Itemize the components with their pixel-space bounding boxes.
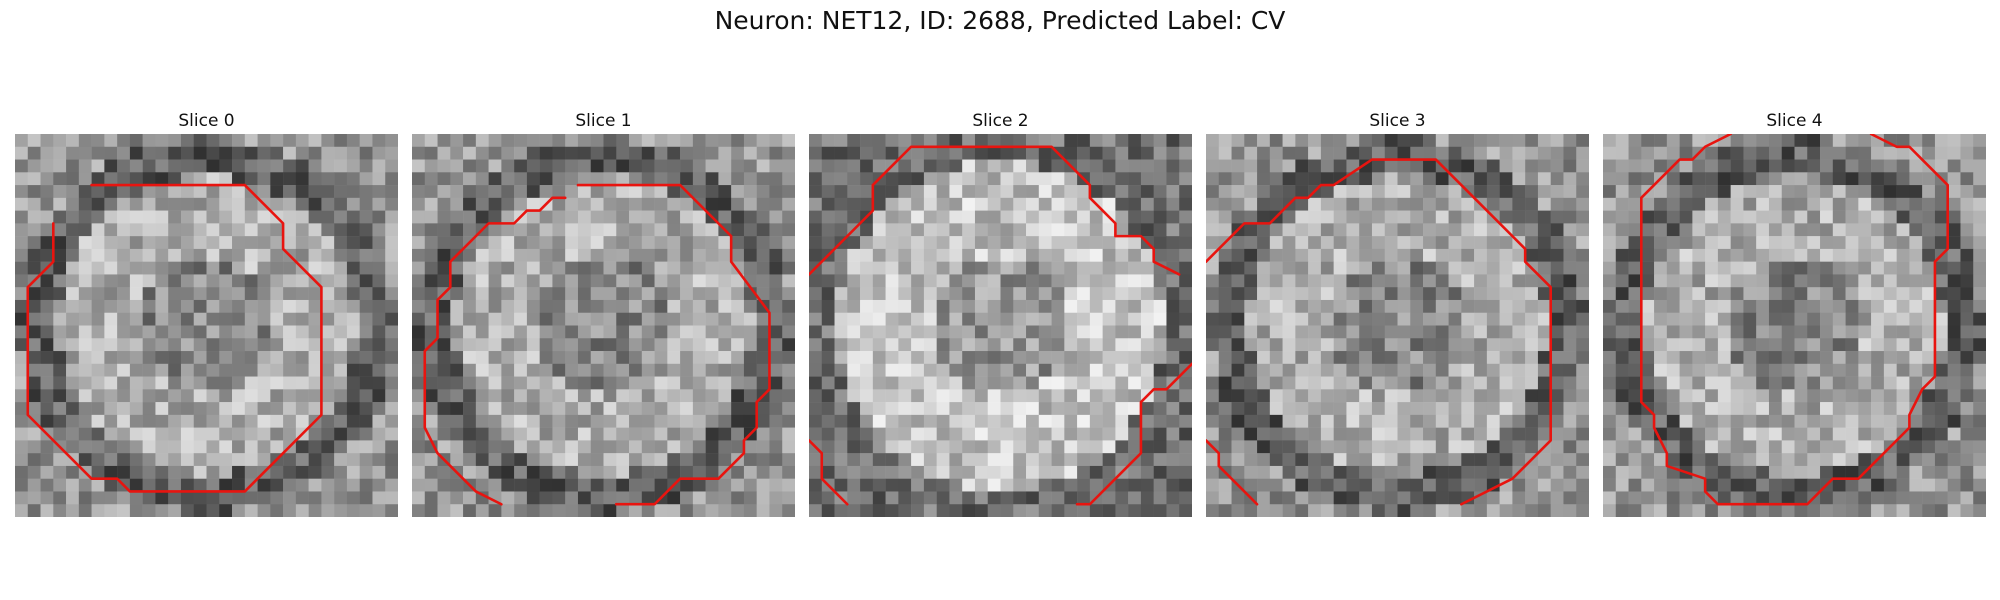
slice-panel-4: Slice 4	[1603, 110, 1986, 517]
segmentation-contour	[809, 147, 1179, 275]
slice-title: Slice 4	[1766, 111, 1823, 131]
pixel-grid	[15, 134, 398, 517]
slice-title: Slice 1	[575, 111, 632, 131]
segmentation-contour	[1641, 134, 1947, 504]
slice-panel-1: Slice 1	[412, 110, 795, 517]
segmentation-contour	[1206, 160, 1551, 505]
slice-image	[809, 134, 1192, 517]
slice-image	[1603, 134, 1986, 517]
segmentation-contour	[1206, 440, 1257, 504]
pixel-grid	[1603, 134, 1986, 517]
slice-title: Slice 3	[1369, 111, 1426, 131]
slice-title: Slice 2	[972, 111, 1029, 131]
slice-panel-2: Slice 2	[809, 110, 1192, 517]
slice-title: Slice 0	[178, 111, 235, 131]
segmentation-contour	[28, 185, 322, 491]
pixel-grid	[412, 134, 795, 517]
slice-panel-3: Slice 3	[1206, 110, 1589, 517]
segmentation-contour	[578, 185, 770, 504]
segmentation-contour	[809, 440, 847, 504]
slice-image	[412, 134, 795, 517]
segmentation-contour	[425, 198, 565, 504]
slice-image	[15, 134, 398, 517]
slice-image	[1206, 134, 1589, 517]
pixel-grid	[809, 134, 1192, 517]
segmentation-contour	[1077, 364, 1192, 504]
slice-panel-0: Slice 0	[15, 110, 398, 517]
pixel-grid	[1206, 134, 1589, 517]
figure-title: Neuron: NET12, ID: 2688, Predicted Label…	[714, 6, 1286, 35]
